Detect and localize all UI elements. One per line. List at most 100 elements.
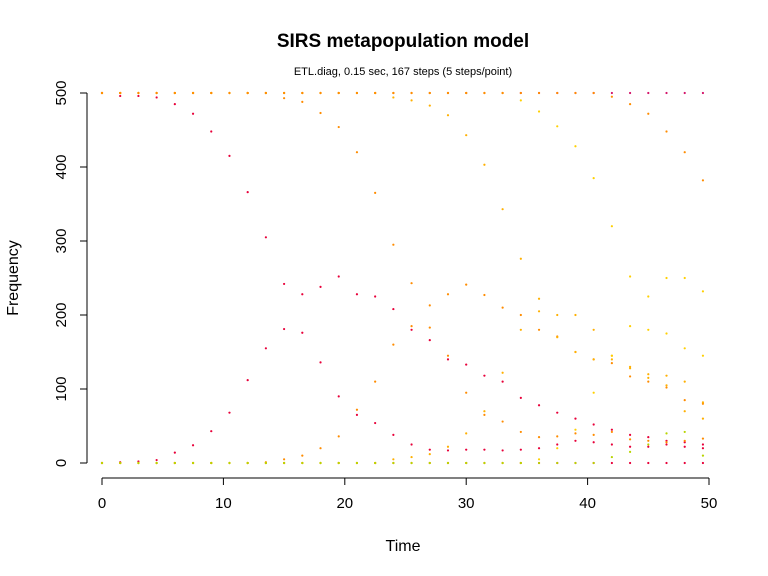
data-point (501, 420, 504, 423)
data-point (701, 447, 705, 450)
data-point (556, 125, 559, 128)
x-axis: 0 10 20 30 40 50 (98, 477, 718, 512)
data-point (392, 243, 395, 246)
data-point (665, 91, 668, 95)
data-point (665, 276, 668, 280)
data-point (592, 441, 595, 444)
data-point (519, 99, 522, 102)
data-point (210, 430, 213, 433)
data-point (337, 125, 340, 129)
x-tick-label: 50 (701, 495, 718, 512)
data-point (647, 328, 650, 331)
data-point (683, 276, 686, 280)
data-point (100, 91, 104, 95)
data-point (173, 91, 176, 95)
data-point (355, 91, 359, 95)
data-point (137, 461, 140, 465)
y-axis: 0 100 200 300 400 500 (53, 80, 88, 467)
data-point (392, 307, 395, 311)
data-point (537, 328, 541, 331)
data-point (574, 417, 577, 420)
data-point (592, 433, 595, 436)
data-point (610, 362, 613, 365)
data-point (519, 313, 522, 317)
data-point (191, 112, 195, 115)
data-point (483, 448, 486, 451)
data-point (574, 439, 577, 442)
data-point (701, 91, 705, 95)
data-point (410, 443, 413, 446)
data-point (155, 96, 158, 99)
chart-subtitle: ETL.diag, 0.15 sec, 167 steps (5 steps/p… (294, 66, 512, 78)
data-point (665, 386, 668, 389)
data-point (137, 94, 140, 98)
data-point (246, 379, 249, 382)
data-point (501, 449, 504, 452)
data-point (519, 91, 522, 95)
data-point (701, 179, 705, 182)
data-point (228, 461, 231, 465)
data-point (647, 445, 650, 448)
series-10 (100, 325, 705, 465)
y-tick-label: 100 (53, 376, 70, 401)
data-point (592, 391, 595, 394)
data-point (665, 332, 668, 335)
data-point (574, 313, 577, 317)
data-point (410, 325, 413, 328)
data-point (592, 91, 595, 95)
data-point (119, 91, 122, 95)
data-point (465, 363, 468, 366)
y-axis-label: Frequency (5, 240, 22, 316)
data-point (537, 447, 541, 450)
data-point (556, 411, 559, 414)
data-point (446, 461, 450, 465)
data-point (556, 336, 559, 339)
data-point (483, 374, 486, 377)
data-point (647, 91, 650, 95)
data-point (210, 130, 213, 133)
data-point (665, 384, 668, 387)
data-point (392, 461, 395, 465)
data-point (246, 191, 249, 194)
data-point (683, 439, 686, 442)
data-point (647, 112, 650, 115)
data-point (701, 461, 705, 465)
data-point (683, 399, 686, 402)
data-point (465, 134, 468, 137)
data-point (592, 358, 595, 361)
series-5 (100, 91, 705, 405)
data-point (137, 91, 140, 95)
data-point (283, 327, 286, 331)
data-point (519, 430, 522, 434)
data-point (337, 395, 340, 398)
data-point (228, 154, 231, 157)
data-point (100, 461, 104, 465)
data-point (501, 461, 504, 465)
data-point (264, 461, 267, 465)
data-point (374, 295, 377, 298)
data-point (301, 454, 304, 457)
data-points (100, 91, 705, 465)
data-point (574, 432, 577, 435)
data-point (264, 236, 267, 239)
data-point (374, 91, 377, 95)
x-tick-label: 10 (215, 495, 232, 512)
data-point (283, 91, 286, 95)
data-point (246, 91, 249, 95)
data-point (519, 448, 522, 451)
data-point (556, 447, 559, 450)
data-point (410, 91, 413, 95)
data-point (428, 461, 431, 465)
data-point (319, 447, 322, 450)
series-1 (100, 91, 705, 446)
data-point (665, 432, 668, 435)
data-point (647, 443, 650, 446)
data-point (191, 461, 195, 465)
data-point (556, 443, 559, 446)
data-point (628, 275, 632, 278)
data-point (319, 285, 322, 288)
data-point (701, 437, 705, 440)
data-point (610, 95, 613, 98)
data-point (155, 458, 158, 462)
data-point (537, 310, 541, 313)
